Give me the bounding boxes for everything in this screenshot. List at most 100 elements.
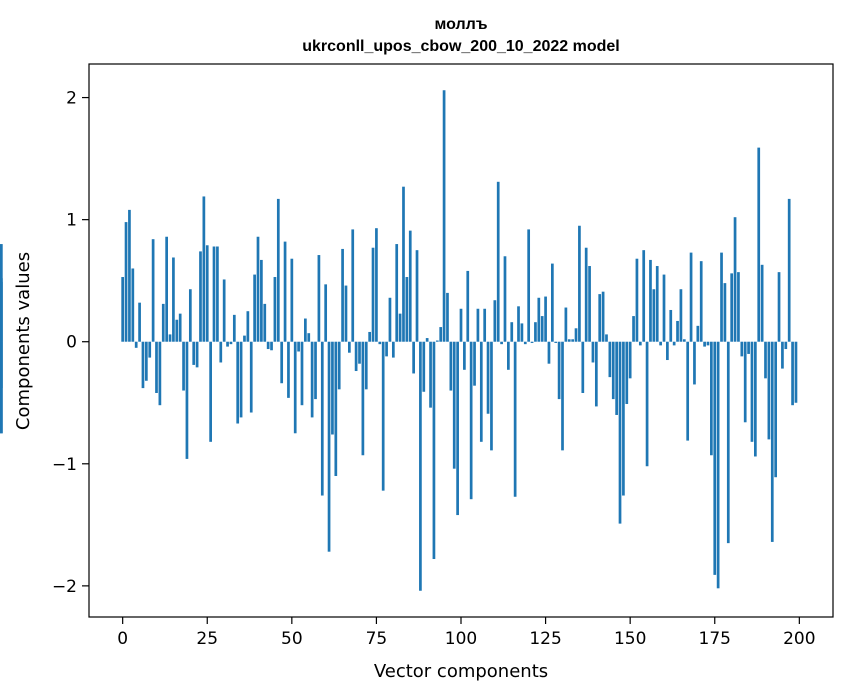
bar: [195, 341, 199, 368]
y-tick-label: 1: [66, 211, 77, 231]
bar: [358, 341, 361, 364]
bar: [750, 341, 754, 442]
bar: [165, 236, 168, 342]
bar: [425, 338, 429, 342]
bar: [496, 181, 500, 342]
bar: [209, 341, 212, 442]
bar: [513, 341, 517, 497]
bar: [310, 341, 314, 418]
bar: [327, 341, 331, 552]
bar: [239, 341, 243, 418]
bar: [354, 341, 358, 372]
bar: [490, 341, 493, 451]
bar: [706, 341, 710, 346]
bar: [598, 294, 602, 342]
bar: [439, 327, 443, 342]
y-axis-label: Components values: [13, 252, 34, 430]
bar: [280, 341, 284, 384]
bar: [601, 291, 605, 342]
bar: [202, 196, 206, 342]
bar: [544, 296, 547, 342]
bar: [219, 341, 223, 363]
bar: [764, 341, 767, 379]
bar: [757, 147, 761, 342]
bar: [551, 263, 554, 342]
x-axis-ticks: 0 25 50 75 100 125 150 175 200: [117, 617, 816, 649]
bar: [476, 308, 480, 342]
bar: [469, 341, 473, 500]
bar: [486, 341, 490, 414]
bar: [216, 246, 219, 342]
bar: [138, 302, 141, 342]
x-tick-label: 0: [117, 629, 128, 649]
bar: [564, 307, 568, 342]
bar: [655, 266, 659, 342]
bar: [151, 239, 155, 342]
bar: [422, 341, 426, 392]
bar: [314, 341, 317, 400]
chart-title-line1: моллъ: [435, 16, 488, 33]
bar: [205, 245, 209, 342]
bar: [770, 341, 774, 542]
x-tick-label: 200: [783, 629, 815, 649]
y-tick-label: 2: [66, 89, 77, 109]
bar: [276, 198, 280, 342]
bar: [608, 341, 612, 378]
bar: [737, 272, 740, 342]
bar: [0, 341, 3, 434]
bar: [229, 341, 233, 345]
bar: [520, 323, 524, 342]
bar: [659, 341, 662, 346]
bar: [212, 246, 216, 342]
bar: [777, 272, 781, 342]
bar: [571, 339, 575, 342]
bar: [500, 341, 503, 345]
bar: [703, 341, 706, 347]
y-tick-label: −2: [52, 577, 77, 597]
bar: [172, 257, 175, 342]
bar: [682, 339, 686, 342]
bar: [686, 341, 690, 441]
bar: [371, 247, 375, 342]
bar: [364, 341, 368, 390]
bar: [226, 341, 229, 347]
bar: [473, 341, 476, 386]
x-tick-label: 100: [445, 629, 477, 649]
bar: [696, 325, 700, 342]
bar: [222, 279, 226, 342]
bar: [726, 341, 730, 544]
bar: [679, 289, 683, 342]
bar: [584, 247, 588, 342]
bar: [615, 341, 618, 415]
x-tick-label: 125: [529, 629, 561, 649]
x-tick-label: 50: [281, 629, 303, 649]
bar: [699, 261, 703, 342]
bar: [689, 252, 693, 342]
bar: [523, 341, 527, 345]
bar: [588, 266, 591, 342]
bar: [260, 259, 263, 342]
bar: [182, 341, 185, 391]
bar: [591, 341, 595, 363]
bar: [293, 341, 297, 434]
bar: [638, 341, 642, 346]
bar: [320, 341, 324, 496]
bar: [253, 274, 256, 342]
bar: [452, 341, 456, 469]
bar: [304, 318, 307, 342]
bar: [530, 341, 534, 343]
bar: [246, 311, 250, 342]
bar: [730, 273, 734, 342]
bar: [155, 341, 158, 393]
bar: [676, 320, 679, 342]
bar: [287, 341, 290, 398]
bar: [760, 264, 764, 342]
bar: [398, 313, 402, 342]
bar: [131, 268, 135, 342]
bar: [368, 331, 372, 342]
bar: [605, 334, 608, 342]
bar: [324, 284, 328, 342]
bar: [435, 340, 439, 342]
bar: [557, 341, 561, 400]
